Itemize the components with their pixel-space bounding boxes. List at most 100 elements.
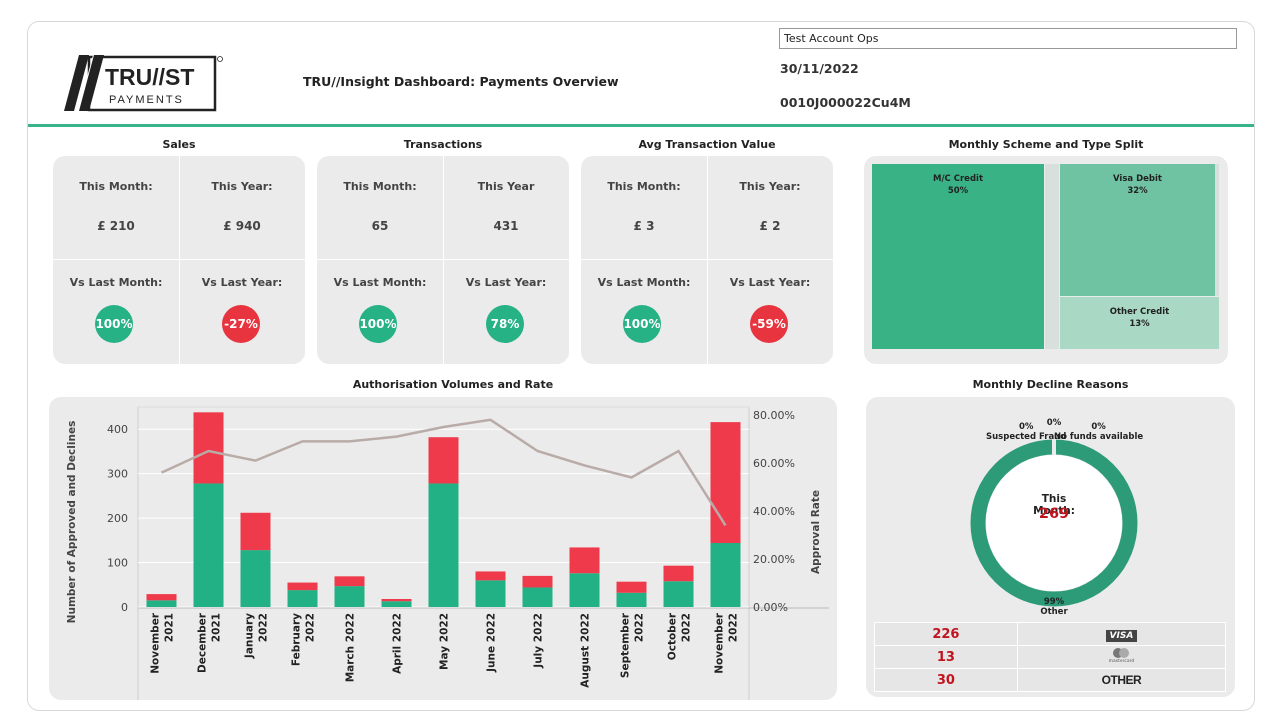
bar-declined[interactable] [710, 422, 741, 543]
table-row: 13 mastercard [874, 645, 1227, 669]
bar-declined[interactable] [287, 582, 318, 591]
bar-approved[interactable] [240, 550, 271, 607]
vs-last-month-badge: 100% [95, 305, 133, 343]
x-tick-label: 2022 [258, 613, 270, 642]
treemap-other-segment[interactable] [1045, 164, 1059, 349]
sales-panel: This Month: £ 210 This Year: £ 940 Vs La… [53, 156, 305, 364]
svg-text:PAYMENTS: PAYMENTS [109, 94, 184, 106]
x-tick-label: March 2022 [345, 613, 357, 682]
bar-approved[interactable] [193, 483, 224, 607]
y2-tick-label: 40.00% [753, 505, 795, 518]
vs-last-year-label: Vs Last Year: [465, 276, 547, 289]
report-date: 30/11/2022 [780, 61, 859, 76]
y2-tick-label: 60.00% [753, 457, 795, 470]
kpi-divider-v [179, 156, 180, 364]
this-year-label: This Year: [211, 180, 273, 193]
bar-approved[interactable] [475, 580, 506, 607]
x-tick-label: November [150, 612, 162, 674]
bar-declined[interactable] [616, 581, 647, 593]
vs-last-year-badge: 78% [486, 305, 524, 343]
x-tick-label: August 2022 [580, 613, 592, 688]
vs-last-year-badge: -27% [222, 305, 260, 343]
x-tick-label: 2021 [164, 613, 176, 642]
x-tick-label: June 2022 [486, 613, 498, 673]
other-logo: OTHER [1016, 668, 1227, 692]
auth-title: Authorisation Volumes and Rate [352, 378, 554, 391]
bar-approved[interactable] [146, 600, 177, 607]
x-tick-label: November [714, 612, 726, 674]
scheme-title: Monthly Scheme and Type Split [948, 138, 1144, 151]
bar-approved[interactable] [663, 581, 694, 607]
avg-transaction-title: Avg Transaction Value [638, 138, 776, 151]
mastercard-count: 13 [874, 645, 1018, 669]
y2-tick-label: 80.00% [753, 409, 795, 422]
y-axis-title: Number of Approved and Declines [66, 421, 78, 624]
y2-tick-label: 20.00% [753, 553, 795, 566]
bar-approved[interactable] [381, 601, 412, 607]
this-month-label: This Month: [343, 180, 417, 193]
this-month-value: £ 3 [633, 219, 655, 233]
this-month-value: £ 210 [97, 219, 135, 233]
auth-chart-panel: 0 100 200 300 400 0.00% 20.00% 40.00% 60.00% 80.0… [49, 397, 837, 700]
x-tick-label: May 2022 [439, 613, 451, 670]
x-tick-label: September [620, 612, 632, 678]
label-other: 99% Other [1040, 597, 1068, 617]
donut-center-label: This Month: [1033, 493, 1075, 517]
avg-transaction-panel: This Month: £ 3 This Year: £ 2 Vs Last M… [581, 156, 833, 364]
bar-declined[interactable] [428, 437, 459, 484]
table-row: 30 OTHER [874, 668, 1227, 692]
decline-panel: 0% 0% Suspected Fraud 0% No funds availabl… [866, 397, 1235, 697]
y-tick-label: 300 [107, 468, 128, 481]
this-month-label: This Month: [607, 180, 681, 193]
this-month-value: 65 [371, 219, 389, 233]
treemap-visa-debit[interactable]: Visa Debit 32% [1060, 164, 1215, 296]
bar-declined[interactable] [522, 575, 553, 588]
bar-declined[interactable] [240, 512, 271, 551]
dashboard-title: TRU//Insight Dashboard: Payments Overvie… [303, 74, 619, 89]
table-row: 226 VISA [874, 622, 1227, 646]
bar-approved[interactable] [616, 592, 647, 607]
approval-rate-line[interactable] [160, 418, 727, 527]
account-filter-dropdown[interactable]: Test Account Ops [779, 28, 1237, 49]
kpi-divider-v [707, 156, 708, 364]
bar-approved[interactable] [334, 586, 365, 607]
vs-last-month-badge: 100% [359, 305, 397, 343]
y-tick-label: 400 [107, 423, 128, 436]
vs-last-year-label: Vs Last Year: [201, 276, 283, 289]
bar-declined[interactable] [334, 576, 365, 587]
account-id: 0010J000022Cu4M [780, 95, 911, 110]
bar-declined[interactable] [146, 594, 177, 601]
y2-axis-title: Approval Rate [810, 490, 822, 574]
x-tick-label: February [291, 613, 303, 666]
kpi-divider-h [581, 259, 833, 260]
trust-payments-logo: TRU//ST PAYMENTS [64, 55, 223, 112]
kpi-divider-h [53, 259, 305, 260]
x-tick-label: 2021 [211, 613, 223, 642]
bar-approved[interactable] [287, 590, 318, 607]
bar-declined[interactable] [381, 599, 412, 602]
this-year-label: This Year [477, 180, 535, 193]
bar-approved[interactable] [428, 483, 459, 607]
x-tick-label: 2022 [728, 613, 740, 642]
this-month-label: This Month: [79, 180, 153, 193]
transactions-title: Transactions [403, 138, 483, 151]
treemap-other-credit[interactable]: Other Credit 13% [1060, 297, 1219, 349]
treemap-mc-credit[interactable]: M/C Credit 50% [872, 164, 1044, 349]
bar-declined[interactable] [193, 412, 224, 484]
mastercard-logo: mastercard [1016, 645, 1227, 669]
transactions-panel: This Month: 65 This Year 431 Vs Last Mon… [317, 156, 569, 364]
donut-hole [986, 455, 1122, 591]
bar-declined[interactable] [569, 547, 600, 574]
auth-chart: 0 100 200 300 400 0.00% 20.00% 40.00% 60.00% 80.0… [66, 406, 829, 700]
bar-declined[interactable] [475, 571, 506, 581]
svg-text:TRU//ST: TRU//ST [105, 64, 194, 90]
treemap-small-segment[interactable] [1215, 164, 1219, 296]
bar-declined[interactable] [663, 565, 694, 582]
label-suspected-fraud: 0% Suspected Fraud [986, 422, 1067, 442]
x-tick-label: December [197, 612, 209, 673]
x-tick-label: July 2022 [533, 613, 545, 669]
visa-logo: VISA [1016, 622, 1227, 646]
bar-approved[interactable] [522, 587, 553, 607]
bar-approved[interactable] [710, 543, 741, 607]
bar-approved[interactable] [569, 573, 600, 607]
